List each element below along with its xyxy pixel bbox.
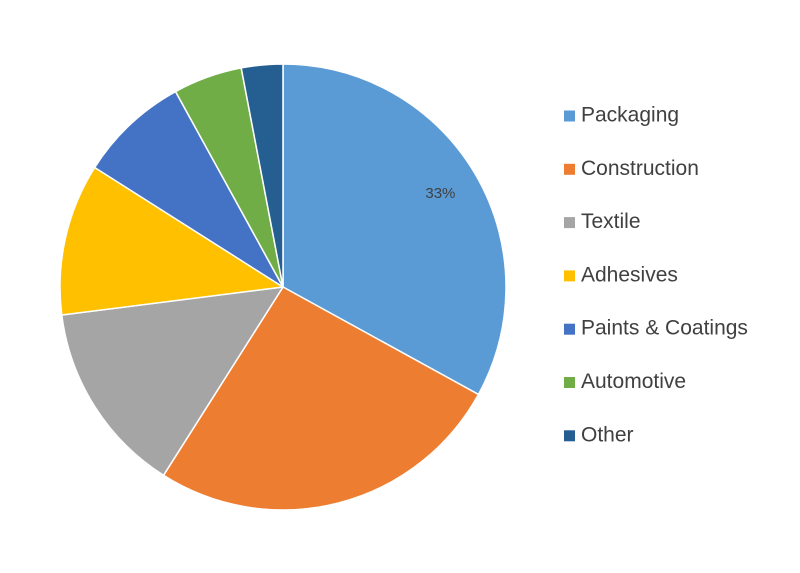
legend-label-adhesives: Adhesives xyxy=(581,263,678,286)
pie-slice-adhesives xyxy=(59,166,284,316)
legend-item-other: Other xyxy=(564,423,634,446)
legend-swatch-textile xyxy=(564,217,575,229)
legend-label-automotive: Automotive xyxy=(581,370,686,393)
legend-item-automotive: Automotive xyxy=(564,370,686,393)
legend-label-construction: Construction xyxy=(581,157,699,180)
legend-swatch-other xyxy=(564,430,575,442)
pie-slice-other xyxy=(240,63,284,288)
legend-item-adhesives: Adhesives xyxy=(564,263,678,286)
pie-slice-textile xyxy=(61,286,284,477)
pie-data-labels: 33% xyxy=(425,185,455,202)
legend-item-paints-and-coatings: Paints & Coatings xyxy=(564,317,748,340)
legend-swatch-construction xyxy=(564,163,575,175)
pie-slice-paints-and-coatings xyxy=(93,90,284,288)
legend-swatch-paints-and-coatings xyxy=(564,323,575,335)
legend-label-packaging: Packaging xyxy=(581,104,679,127)
legend-swatch-packaging xyxy=(564,110,575,122)
pie-slice-construction xyxy=(162,286,480,511)
legend-swatch-automotive xyxy=(564,377,575,388)
legend-label-paints-and-coatings: Paints & Coatings xyxy=(581,317,748,340)
pie-slice-packaging xyxy=(282,63,507,396)
legend-label-other: Other xyxy=(581,423,634,446)
legend-item-construction: Construction xyxy=(564,157,699,180)
legend: Packaging Construction Textile Adhesives Pai… xyxy=(564,104,748,446)
legend-swatch-adhesives xyxy=(564,270,575,282)
legend-item-textile: Textile xyxy=(564,210,641,233)
data-label-packaging: 33% xyxy=(425,185,455,202)
legend-label-textile: Textile xyxy=(581,210,641,233)
pie-slices xyxy=(59,63,507,511)
legend-item-packaging: Packaging xyxy=(564,104,679,127)
